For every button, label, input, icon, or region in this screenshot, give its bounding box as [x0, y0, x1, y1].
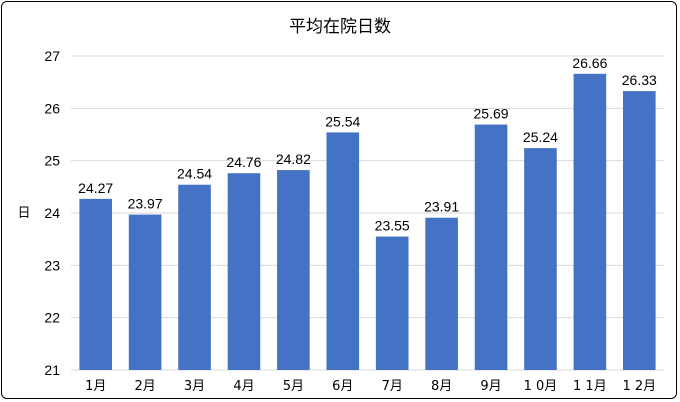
- data-labels: 24.27 23.97 24.54 24.76 24.82 25.54 23.55 23.91…: [78, 55, 657, 234]
- x-tick-label-11: 1 1月: [573, 379, 607, 394]
- data-label-6: 25.54: [325, 113, 360, 129]
- bar-2: [128, 214, 162, 370]
- data-label-1: 24.27: [78, 180, 113, 196]
- bar-12: [622, 91, 656, 371]
- data-label-2: 23.97: [128, 196, 163, 212]
- y-tick-label: 23: [44, 257, 60, 273]
- y-tick-label: 25: [44, 153, 60, 169]
- bar-1: [79, 198, 113, 370]
- x-tick-label-7: 7月: [382, 379, 403, 394]
- x-tick-label-5: 5月: [283, 379, 304, 394]
- bar-7: [375, 236, 409, 370]
- x-tick-label-2: 2月: [134, 379, 155, 394]
- y-tick-label: 22: [44, 310, 60, 326]
- x-tick-label-12: 1 2月: [622, 379, 656, 394]
- data-label-8: 23.91: [424, 199, 459, 215]
- x-tick-label-1: 1月: [85, 379, 106, 394]
- bar-6: [326, 132, 360, 370]
- x-tick-label-6: 6月: [332, 379, 353, 394]
- y-axis-ticks: 21 22 23 24 25 26 27: [44, 48, 60, 378]
- x-tick-label-10: 1 0月: [524, 379, 558, 394]
- x-tick-label-9: 9月: [480, 379, 501, 394]
- gridlines: [71, 55, 664, 371]
- y-axis-label: 日: [17, 206, 30, 221]
- x-axis-ticks: 1月 2月 3月 4月 5月 6月 7月 8月 9月 1 0月 1 1月 1 2月: [85, 379, 656, 394]
- bar-3: [178, 184, 211, 370]
- bar-11: [573, 73, 607, 370]
- y-tick-label: 26: [44, 100, 60, 116]
- data-label-12: 26.33: [622, 72, 657, 88]
- x-tick-label-3: 3月: [184, 379, 205, 394]
- data-label-5: 24.82: [276, 151, 311, 167]
- chart-title: 平均在院日数: [289, 17, 391, 37]
- data-label-9: 25.69: [474, 106, 509, 122]
- bar-4: [227, 173, 261, 370]
- bars: [79, 73, 656, 371]
- bar-8: [425, 217, 458, 370]
- data-label-4: 24.76: [226, 154, 261, 170]
- bar-10: [524, 148, 557, 370]
- bar-5: [277, 170, 310, 370]
- data-label-10: 25.24: [523, 129, 558, 145]
- x-tick-label-4: 4月: [233, 379, 254, 394]
- data-label-7: 23.55: [375, 218, 410, 234]
- bar-9: [474, 124, 508, 370]
- y-tick-label: 24: [44, 205, 60, 221]
- y-tick-label: 21: [44, 362, 60, 378]
- data-label-11: 26.66: [572, 55, 607, 71]
- y-tick-label: 27: [44, 48, 60, 64]
- data-label-3: 24.54: [177, 166, 212, 182]
- x-tick-label-8: 8月: [431, 379, 452, 394]
